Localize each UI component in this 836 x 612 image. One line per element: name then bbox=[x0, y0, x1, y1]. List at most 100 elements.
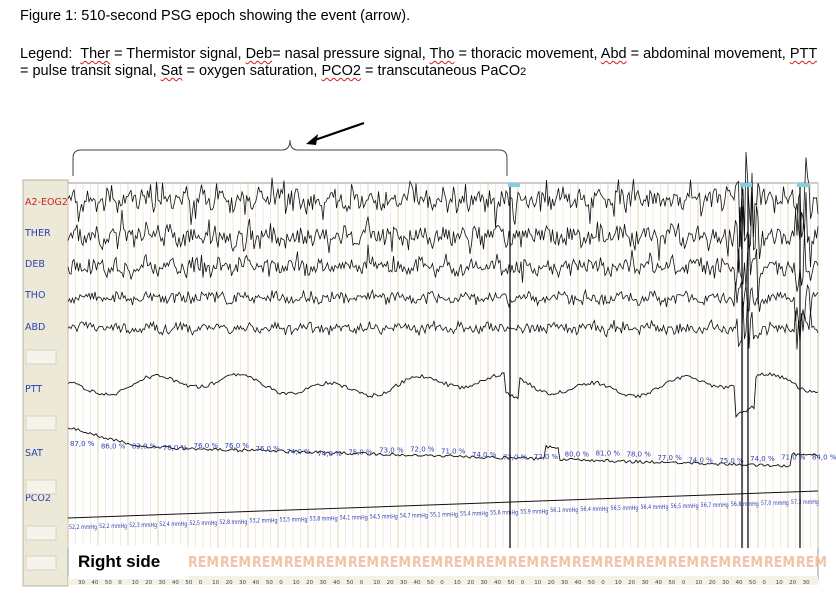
channel-label-sat: SAT bbox=[25, 448, 43, 459]
sat-value: 76,0 % bbox=[256, 445, 281, 453]
sat-value: 72,0 % bbox=[410, 446, 435, 454]
stage-label: REM bbox=[316, 553, 347, 571]
time-tick: 0 bbox=[521, 580, 525, 586]
time-tick: 50 bbox=[105, 580, 112, 586]
sat-value: 78,0 % bbox=[627, 451, 652, 459]
sat-value: 76,0 % bbox=[225, 442, 250, 450]
time-tick: 50 bbox=[668, 580, 675, 586]
nasal-pressure-trace bbox=[67, 231, 819, 305]
pco2-value: 53,2 mmHg bbox=[249, 518, 277, 525]
pco2-value: 54,5 mmHg bbox=[370, 514, 398, 521]
time-tick: 10 bbox=[615, 580, 622, 586]
time-tick: 30 bbox=[642, 580, 649, 586]
stage-label: REM bbox=[796, 553, 827, 571]
time-tick: 20 bbox=[467, 580, 474, 586]
event-arrow bbox=[311, 121, 365, 143]
pco2-value: 57,0 mmHg bbox=[761, 500, 789, 507]
pco2-value: 53,5 mmHg bbox=[280, 517, 308, 524]
eog-trace bbox=[67, 151, 819, 248]
time-tick: 10 bbox=[776, 580, 783, 586]
time-tick: 30 bbox=[159, 580, 166, 586]
time-tick: 0 bbox=[360, 580, 364, 586]
legend-desc-pco2: = transcutaneous PaCO bbox=[360, 63, 521, 79]
time-tick: 20 bbox=[709, 580, 716, 586]
pco2-value: 55,9 mmHg bbox=[520, 508, 548, 515]
event-bracket bbox=[72, 139, 508, 176]
time-tick: 30 bbox=[722, 580, 729, 586]
stage-label: REM bbox=[700, 553, 731, 571]
channel-label-ptt: PTT bbox=[25, 384, 42, 395]
time-tick: 10 bbox=[373, 580, 380, 586]
time-tick: 50 bbox=[266, 580, 273, 586]
event-arrowhead bbox=[306, 134, 318, 145]
empty-label-slot bbox=[25, 479, 57, 495]
time-tick: 10 bbox=[132, 580, 139, 586]
stage-label: REM bbox=[604, 553, 635, 571]
pco2-value: 55,6 mmHg bbox=[490, 509, 518, 516]
legend-prefix: Legend: bbox=[20, 46, 73, 62]
sat-value: 76,0 % bbox=[194, 442, 219, 450]
stage-label: REM bbox=[444, 553, 475, 571]
channel-label-ther: THER bbox=[24, 228, 51, 239]
stage-label: REM bbox=[348, 553, 379, 571]
legend-abbr-sat: Sat bbox=[160, 63, 183, 79]
sat-trace bbox=[67, 427, 819, 468]
time-tick: 30 bbox=[803, 580, 810, 586]
time-tick: 40 bbox=[655, 580, 662, 586]
time-tick: 0 bbox=[682, 580, 686, 586]
pco2-value: 52,5 mmHg bbox=[189, 520, 217, 527]
pco2-value: 56,5 mmHg bbox=[671, 503, 699, 510]
pco2-trace bbox=[67, 490, 819, 519]
sat-value: 75,0 % bbox=[348, 449, 373, 457]
legend-desc-ptt: = pulse transit signal, bbox=[20, 63, 161, 79]
time-tick: 0 bbox=[601, 580, 605, 586]
channel-label-deb: DEB bbox=[25, 259, 45, 270]
time-tick: 40 bbox=[333, 580, 340, 586]
sat-value: 72,0 % bbox=[534, 453, 559, 461]
time-tick: 50 bbox=[749, 580, 756, 586]
legend-abbr-tho: Tho bbox=[429, 46, 455, 62]
figure-caption: Figure 1: 510-second PSG epoch showing t… bbox=[20, 8, 411, 24]
stage-label: REM bbox=[188, 553, 219, 571]
time-tick: 50 bbox=[185, 580, 192, 586]
time-tick: 40 bbox=[574, 580, 581, 586]
stage-label: REM bbox=[412, 553, 443, 571]
pco2-value: 52,2 mmHg bbox=[69, 524, 97, 531]
pco2-value: 52,2 mmHg bbox=[99, 523, 127, 530]
thoracic-trace bbox=[67, 281, 819, 323]
time-tick: 40 bbox=[413, 580, 420, 586]
stage-label: REM bbox=[476, 553, 507, 571]
sat-value: 81,0 % bbox=[596, 449, 621, 457]
stage-label: REM bbox=[252, 553, 283, 571]
channel-label-panel bbox=[22, 179, 69, 587]
sat-value: 74,0 % bbox=[750, 455, 775, 463]
time-tick: 10 bbox=[293, 580, 300, 586]
figure-legend: Legend: Ther = Thermistor signal, Deb= n… bbox=[20, 46, 820, 81]
legend-abbr-deb: Deb bbox=[245, 46, 273, 62]
time-tick: 50 bbox=[507, 580, 514, 586]
sat-value: 78,0 % bbox=[163, 444, 188, 452]
sat-value: 71,0 % bbox=[781, 453, 806, 461]
channel-label-a2-eog2: A2-EOG2 bbox=[25, 197, 68, 208]
sat-value: 73,0 % bbox=[379, 446, 404, 454]
time-tick: 10 bbox=[454, 580, 461, 586]
empty-label-slot bbox=[25, 349, 57, 365]
time-tick: 40 bbox=[735, 580, 742, 586]
channel-label-abd: ABD bbox=[25, 322, 45, 333]
stage-label: REM bbox=[732, 553, 763, 571]
stage-label: REM bbox=[668, 553, 699, 571]
legend-desc-abd: = abdominal movement, bbox=[626, 46, 790, 62]
sat-value: 77,0 % bbox=[657, 454, 682, 462]
time-tick: 0 bbox=[440, 580, 444, 586]
stage-label: REM bbox=[636, 553, 667, 571]
time-tick: 40 bbox=[172, 580, 179, 586]
time-tick: 20 bbox=[387, 580, 394, 586]
sat-value: 84,0 % bbox=[812, 454, 836, 462]
abdominal-trace bbox=[67, 299, 819, 350]
time-tick: 30 bbox=[400, 580, 407, 586]
time-tick: 30 bbox=[320, 580, 327, 586]
stage-label: REM bbox=[284, 553, 315, 571]
pco2-value: 52,4 mmHg bbox=[159, 521, 187, 528]
legend-items: Ther = Thermistor signal, Deb= nasal pre… bbox=[20, 46, 817, 79]
